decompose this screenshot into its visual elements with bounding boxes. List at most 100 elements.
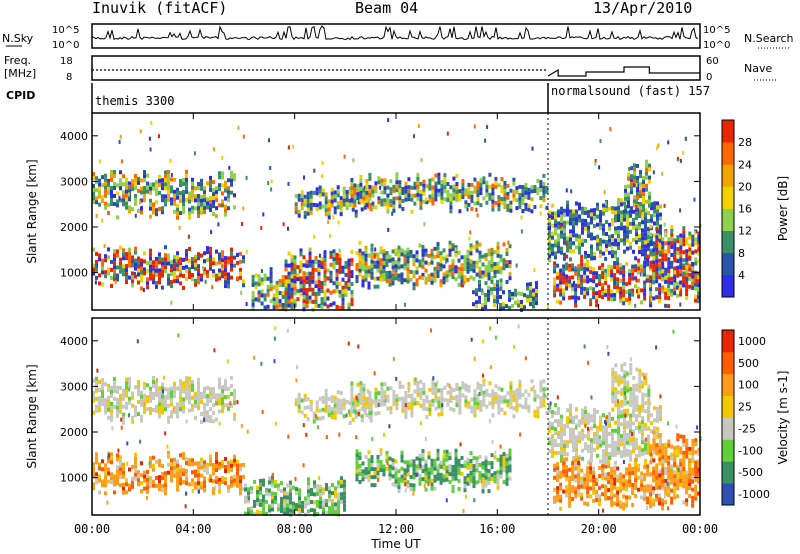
velocity-echo-cell (224, 465, 227, 469)
velocity-echo-cell (336, 410, 340, 415)
power-echo-cell (361, 275, 365, 280)
velocity-echo-cell (625, 479, 629, 484)
velocity-echo-cell (448, 464, 452, 469)
velocity-echo-cell (295, 491, 298, 496)
power-echo-cell (391, 257, 395, 262)
power-echo-cell (107, 267, 110, 272)
velocity-echo-cell (188, 400, 191, 405)
velocity-echo-cell (161, 406, 164, 411)
velocity-echo-cell (404, 394, 408, 399)
power-echo-cell (697, 283, 701, 288)
power-echo-cell (323, 266, 327, 271)
power-scatter-cell (343, 154, 346, 159)
velocity-echo-cell (227, 465, 230, 469)
power-echo-cell (685, 269, 689, 274)
power-echo-cell (299, 292, 303, 297)
power-echo-cell (548, 218, 551, 223)
velocity-echo-cell (481, 481, 485, 486)
power-echo-cell (215, 277, 218, 282)
power-echo-cell (670, 232, 674, 237)
velocity-echo-cell (431, 382, 435, 387)
velocity-echo-cell (209, 415, 212, 420)
velocity-echo-cell (167, 419, 170, 424)
power-echo-cell (251, 274, 255, 279)
velocity-echo-cell (92, 470, 95, 475)
velocity-echo-cell (518, 391, 522, 396)
velocity-echo-cell (437, 400, 441, 405)
velocity-echo-cell (300, 410, 304, 415)
velocity-echo-cell (398, 396, 402, 401)
velocity-echo-cell (565, 489, 569, 494)
power-scatter-cell (298, 269, 301, 274)
power-echo-cell (688, 235, 692, 240)
power-echo-cell (658, 250, 662, 255)
velocity-echo-cell (256, 490, 259, 494)
power-echo-cell (647, 239, 650, 243)
power-echo-cell (107, 202, 110, 207)
velocity-echo-cell (122, 416, 125, 421)
power-echo-cell (554, 251, 557, 256)
power-scatter-cell (150, 120, 153, 125)
velocity-echo-cell (442, 458, 446, 463)
power-echo-cell (604, 276, 608, 281)
velocity-echo-cell (458, 410, 462, 415)
power-scatter-cell (287, 226, 289, 231)
power-echo-cell (496, 261, 500, 266)
power-echo-cell (293, 270, 297, 275)
velocity-echo-cell (324, 408, 328, 413)
power-echo-cell (491, 203, 495, 208)
power-echo-cell (574, 283, 578, 288)
power-echo-cell (233, 255, 236, 260)
power-echo-cell (134, 266, 137, 271)
velocity-echo-cell (161, 472, 164, 477)
velocity-echo-cell (595, 494, 599, 498)
power-echo-cell (170, 280, 173, 285)
power-echo-cell (191, 209, 194, 214)
velocity-echo-cell (215, 397, 218, 402)
power-echo-cell (630, 174, 633, 179)
power-echo-cell (146, 181, 149, 186)
power-echo-cell (487, 289, 490, 294)
power-echo-cell (293, 291, 297, 296)
power-echo-cell (524, 202, 528, 207)
power-scatter-cell (652, 170, 655, 175)
power-echo-cell (560, 218, 563, 223)
velocity-echo-cell (571, 473, 575, 477)
power-echo-cell (342, 190, 346, 195)
power-echo-cell (176, 215, 179, 220)
velocity-echo-cell (434, 394, 438, 399)
power-echo-cell (478, 279, 481, 284)
power-echo-cell (617, 218, 620, 222)
power-echo-cell (508, 276, 512, 281)
velocity-echo-cell (233, 392, 236, 397)
velocity-echo-cell (256, 498, 259, 502)
velocity-echo-cell (179, 473, 182, 478)
power-echo-cell (648, 167, 651, 172)
power-echo-cell (626, 226, 629, 231)
power-echo-cell (428, 178, 432, 183)
power-echo-cell (673, 278, 677, 283)
power-echo-cell (320, 265, 324, 270)
velocity-echo-cell (427, 475, 431, 480)
velocity-echo-cell (583, 481, 587, 486)
velocity-echo-cell (592, 478, 596, 483)
power-echo-cell (233, 193, 236, 198)
power-echo-cell (641, 244, 644, 249)
velocity-echo-cell (236, 471, 239, 476)
velocity-echo-cell (209, 391, 212, 396)
power-echo-cell (553, 289, 557, 294)
velocity-echo-cell (451, 468, 455, 473)
power-scatter-cell (204, 279, 207, 284)
power-echo-cell (571, 275, 575, 280)
power-echo-cell (155, 212, 158, 217)
power-echo-cell (551, 215, 554, 220)
power-echo-cell (616, 269, 620, 274)
power-echo-cell (613, 265, 617, 269)
velocity-echo-cell (300, 398, 304, 403)
velocity-echo-cell (467, 384, 471, 389)
power-echo-cell (590, 216, 593, 221)
nave-label: Nave (744, 62, 772, 75)
power-echo-cell (167, 170, 170, 174)
power-echo-cell (269, 287, 273, 292)
power-echo-cell (542, 197, 546, 202)
